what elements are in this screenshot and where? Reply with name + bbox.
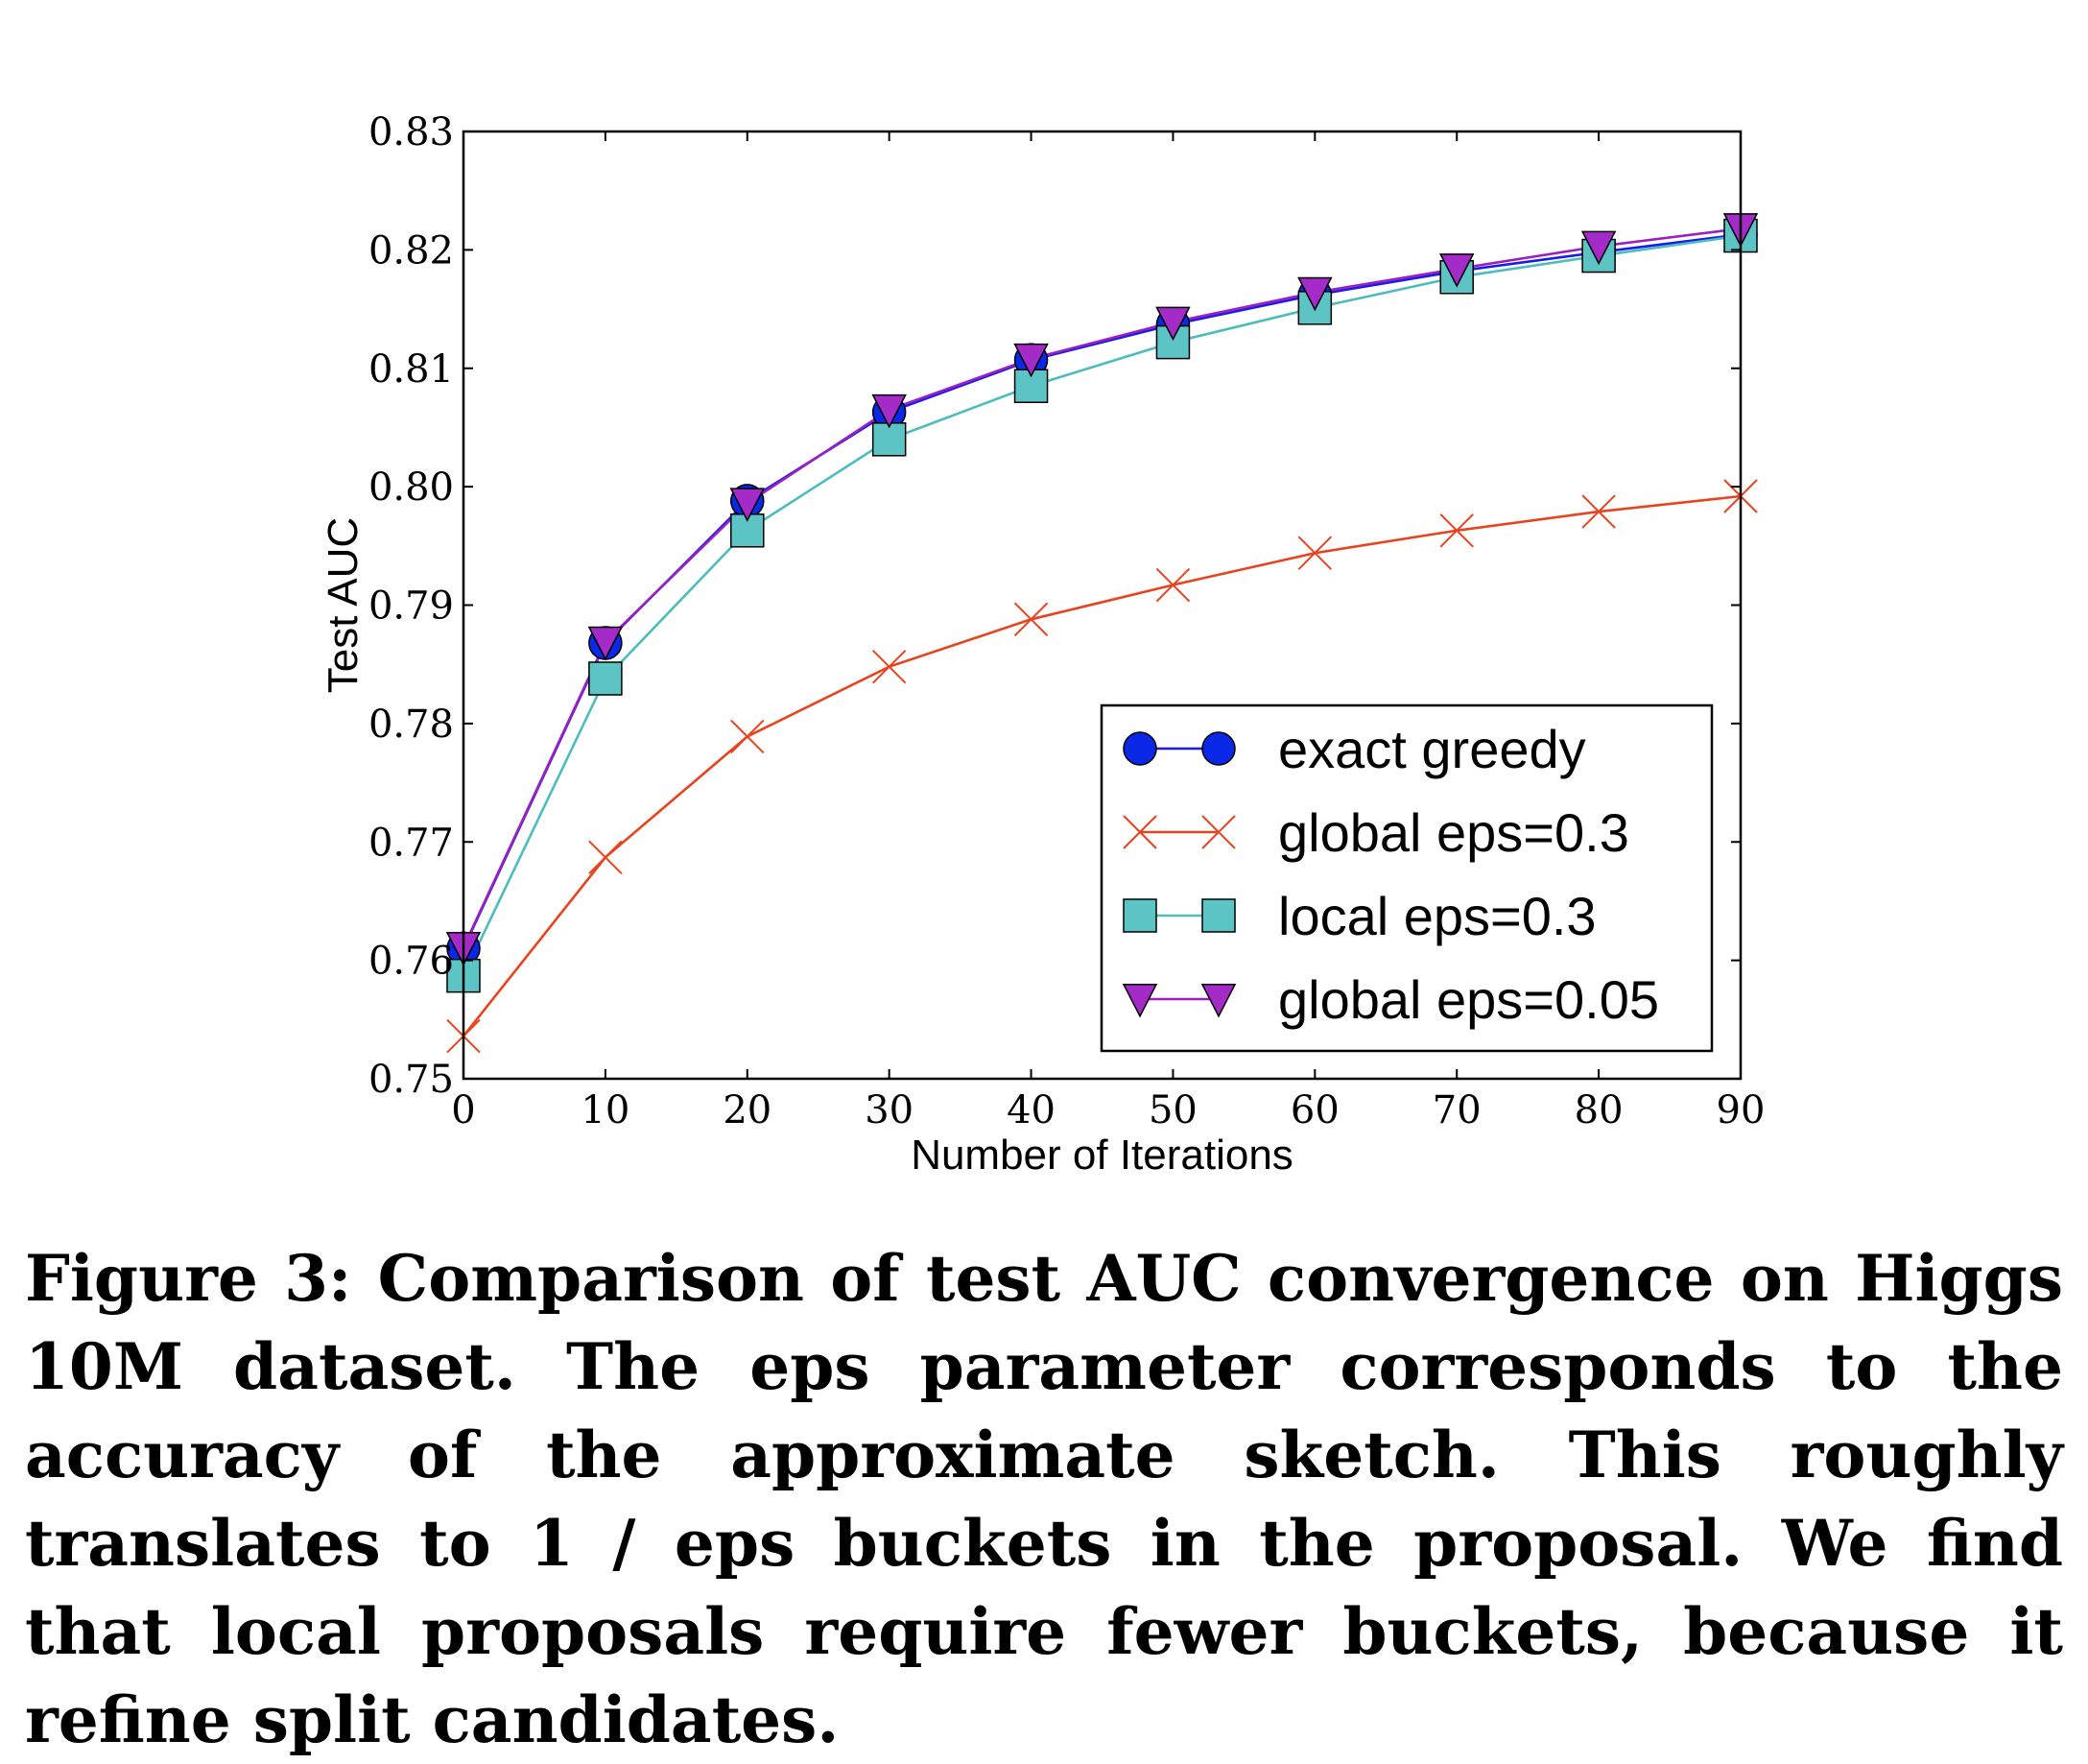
legend-box	[1100, 703, 1714, 1053]
legend-label-2: local eps=0.3	[1278, 886, 1597, 946]
legend-marker-0-b	[1201, 731, 1236, 766]
legend-marker-1-a	[1123, 815, 1157, 849]
series-line-1	[462, 494, 1742, 1037]
y-tick-label-1: 0.76	[368, 940, 454, 984]
x-tick-label-8: 80	[1575, 1088, 1624, 1132]
legend-marker-0-a	[1123, 731, 1157, 766]
series-1-point-3	[871, 649, 907, 684]
y-axis-title: Test AUC	[320, 517, 367, 693]
y-tick-label-2: 0.77	[368, 821, 454, 865]
x-tick-label-6: 60	[1291, 1088, 1340, 1132]
series-3-point-6	[1297, 276, 1333, 312]
series-1-point-1	[588, 840, 623, 874]
chart: 0 10 20 30 40 50 60 70 80 90 0.75 0.76 0.77 0.78 0.79 0…	[320, 110, 1766, 1179]
series-1-point-5	[1155, 567, 1191, 603]
legend-marker-3-a	[1122, 983, 1158, 1018]
y-tick-label-5: 0.80	[368, 465, 454, 510]
legend-marker-2-a	[1123, 898, 1157, 933]
y-tick-label-6: 0.81	[368, 347, 454, 392]
legend-label-0: exact greedy	[1278, 719, 1586, 779]
series-1-point-8	[1581, 494, 1616, 529]
x-tick-label-4: 40	[1007, 1088, 1056, 1132]
x-tick-label-9: 90	[1717, 1088, 1766, 1132]
x-tick-label-1: 10	[581, 1088, 629, 1132]
series-line-3	[462, 226, 1742, 948]
legend-label-1: global eps=0.3	[1278, 802, 1629, 863]
y-tick-label-0: 0.75	[368, 1058, 454, 1102]
y-tick-label-7: 0.82	[368, 228, 454, 273]
legend-label-3: global eps=0.05	[1278, 969, 1659, 1030]
series-3-point-7	[1438, 253, 1475, 288]
x-axis-title: Number of Iterations	[911, 1132, 1293, 1179]
legend: exact greedy global eps=0.3 local eps=0.3 g…	[1100, 703, 1714, 1053]
series-3-point-5	[1155, 306, 1191, 342]
series-3-point-4	[1013, 343, 1049, 378]
series-3-point-3	[871, 393, 907, 429]
legend-marker-1-b	[1201, 815, 1236, 849]
legend-marker-2-b	[1201, 898, 1236, 933]
legend-marker-3-b	[1200, 983, 1237, 1018]
x-tick-label-7: 70	[1433, 1088, 1482, 1132]
y-tick-label-3: 0.78	[368, 703, 454, 747]
series-3-point-2	[729, 488, 766, 522]
x-tick-label-5: 50	[1149, 1088, 1198, 1132]
series-line-2	[462, 234, 1742, 977]
y-tick-label-8: 0.83	[368, 110, 454, 155]
series-3-point-1	[587, 626, 624, 661]
series-2-point-1	[588, 661, 623, 696]
x-tick-label-3: 30	[865, 1088, 914, 1132]
x-tick-label-0: 0	[451, 1088, 475, 1132]
series-2-point-3	[871, 422, 907, 457]
y-tick-label-4: 0.79	[368, 584, 454, 629]
legend-item-3: global eps=0.05	[1122, 969, 1659, 1030]
series-1-point-4	[1013, 602, 1049, 637]
series-1-point-6	[1297, 536, 1333, 570]
legend-item-0: exact greedy	[1123, 719, 1586, 779]
series-3-point-8	[1580, 230, 1617, 266]
figure-caption: Figure 3: Comparison of test AUC converg…	[25, 1241, 2063, 1757]
x-tick-label-2: 20	[723, 1088, 771, 1132]
series-1-point-2	[730, 719, 765, 754]
legend-item-1: global eps=0.3	[1123, 802, 1629, 863]
legend-item-2: local eps=0.3	[1123, 886, 1597, 946]
series-1-point-7	[1439, 513, 1474, 548]
